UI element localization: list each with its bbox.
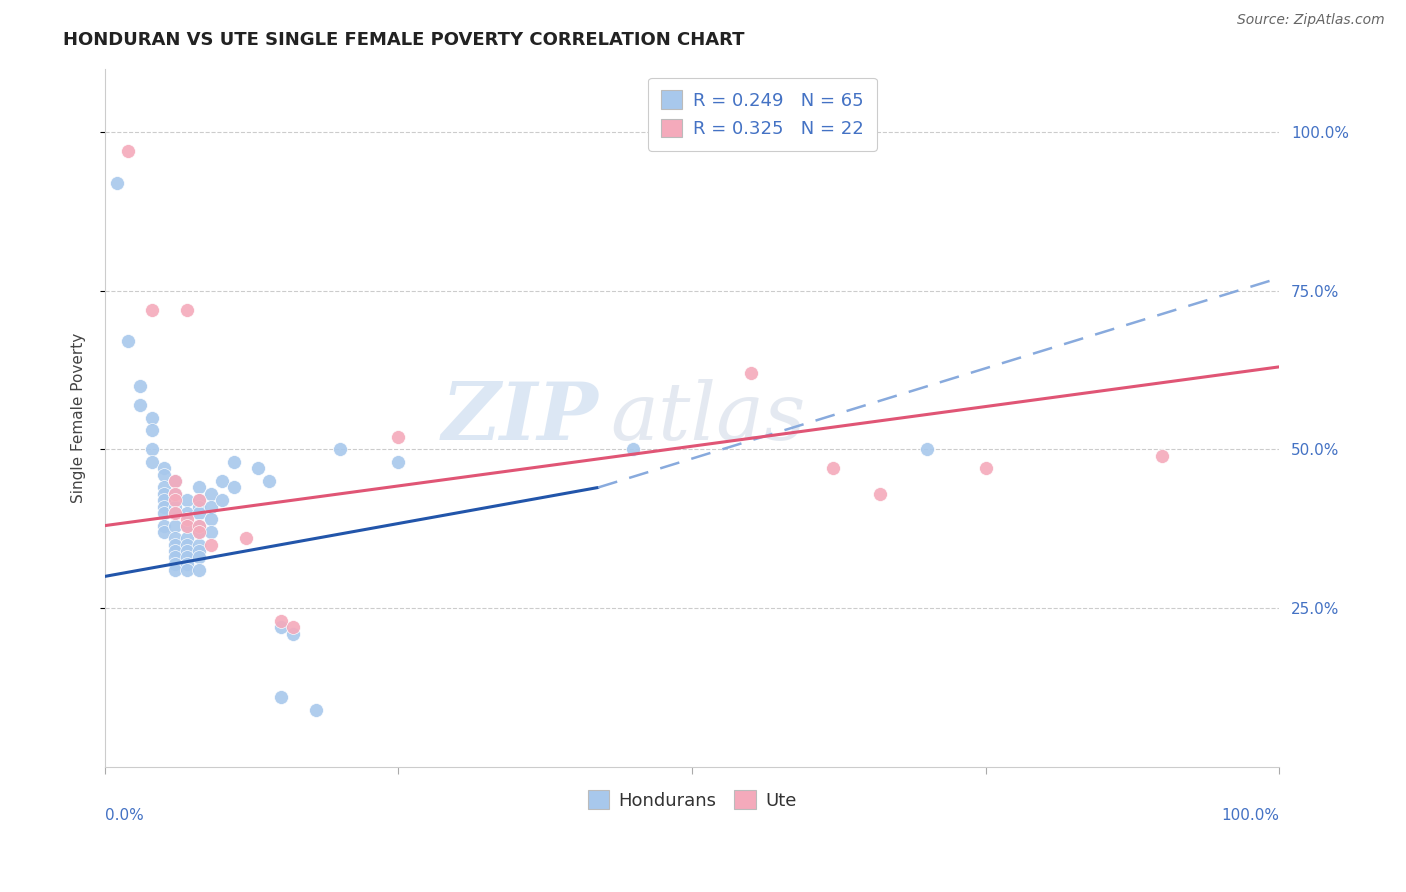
- Point: [259, 474, 281, 488]
- Point: [165, 563, 187, 577]
- Y-axis label: Single Female Poverty: Single Female Poverty: [72, 333, 86, 503]
- Point: [270, 614, 292, 628]
- Point: [187, 524, 209, 539]
- Point: [869, 487, 891, 501]
- Point: [165, 474, 187, 488]
- Point: [224, 455, 246, 469]
- Point: [387, 455, 409, 469]
- Point: [176, 544, 198, 558]
- Point: [187, 493, 209, 508]
- Point: [915, 442, 938, 457]
- Point: [176, 493, 198, 508]
- Point: [387, 430, 409, 444]
- Point: [621, 442, 644, 457]
- Point: [165, 506, 187, 520]
- Point: [187, 563, 209, 577]
- Point: [305, 703, 328, 717]
- Point: [165, 557, 187, 571]
- Point: [165, 538, 187, 552]
- Point: [176, 518, 198, 533]
- Point: [974, 461, 997, 475]
- Point: [129, 379, 152, 393]
- Point: [187, 500, 209, 514]
- Point: [176, 531, 198, 545]
- Point: [211, 493, 233, 508]
- Point: [187, 538, 209, 552]
- Text: Source: ZipAtlas.com: Source: ZipAtlas.com: [1237, 13, 1385, 28]
- Point: [152, 518, 174, 533]
- Point: [176, 557, 198, 571]
- Point: [141, 410, 163, 425]
- Point: [152, 487, 174, 501]
- Point: [152, 524, 174, 539]
- Point: [152, 500, 174, 514]
- Legend: Hondurans, Ute: Hondurans, Ute: [576, 780, 807, 821]
- Point: [235, 531, 257, 545]
- Text: 100.0%: 100.0%: [1220, 808, 1279, 823]
- Point: [821, 461, 844, 475]
- Point: [281, 620, 304, 634]
- Text: atlas: atlas: [610, 379, 806, 457]
- Point: [246, 461, 269, 475]
- Point: [187, 544, 209, 558]
- Point: [329, 442, 352, 457]
- Text: 0.0%: 0.0%: [105, 808, 143, 823]
- Point: [200, 512, 222, 526]
- Point: [141, 423, 163, 437]
- Point: [270, 620, 292, 634]
- Point: [176, 550, 198, 565]
- Point: [187, 506, 209, 520]
- Point: [176, 506, 198, 520]
- Point: [200, 538, 222, 552]
- Point: [152, 493, 174, 508]
- Point: [200, 524, 222, 539]
- Point: [740, 366, 762, 380]
- Point: [141, 442, 163, 457]
- Point: [187, 524, 209, 539]
- Point: [152, 506, 174, 520]
- Point: [187, 518, 209, 533]
- Point: [117, 144, 139, 158]
- Point: [152, 481, 174, 495]
- Point: [165, 487, 187, 501]
- Point: [270, 690, 292, 704]
- Point: [176, 518, 198, 533]
- Point: [187, 481, 209, 495]
- Point: [152, 461, 174, 475]
- Point: [176, 563, 198, 577]
- Point: [152, 467, 174, 482]
- Point: [141, 302, 163, 317]
- Point: [211, 474, 233, 488]
- Point: [165, 493, 187, 508]
- Text: ZIP: ZIP: [441, 379, 598, 457]
- Point: [165, 487, 187, 501]
- Point: [200, 500, 222, 514]
- Point: [165, 531, 187, 545]
- Point: [176, 512, 198, 526]
- Point: [165, 544, 187, 558]
- Point: [176, 302, 198, 317]
- Point: [224, 481, 246, 495]
- Point: [176, 538, 198, 552]
- Point: [141, 455, 163, 469]
- Text: HONDURAN VS UTE SINGLE FEMALE POVERTY CORRELATION CHART: HONDURAN VS UTE SINGLE FEMALE POVERTY CO…: [63, 31, 745, 49]
- Point: [187, 550, 209, 565]
- Point: [165, 474, 187, 488]
- Point: [165, 550, 187, 565]
- Point: [129, 398, 152, 412]
- Point: [105, 176, 128, 190]
- Point: [117, 334, 139, 349]
- Point: [165, 518, 187, 533]
- Point: [281, 626, 304, 640]
- Point: [187, 518, 209, 533]
- Point: [165, 506, 187, 520]
- Point: [165, 500, 187, 514]
- Point: [1150, 449, 1173, 463]
- Point: [187, 493, 209, 508]
- Point: [200, 487, 222, 501]
